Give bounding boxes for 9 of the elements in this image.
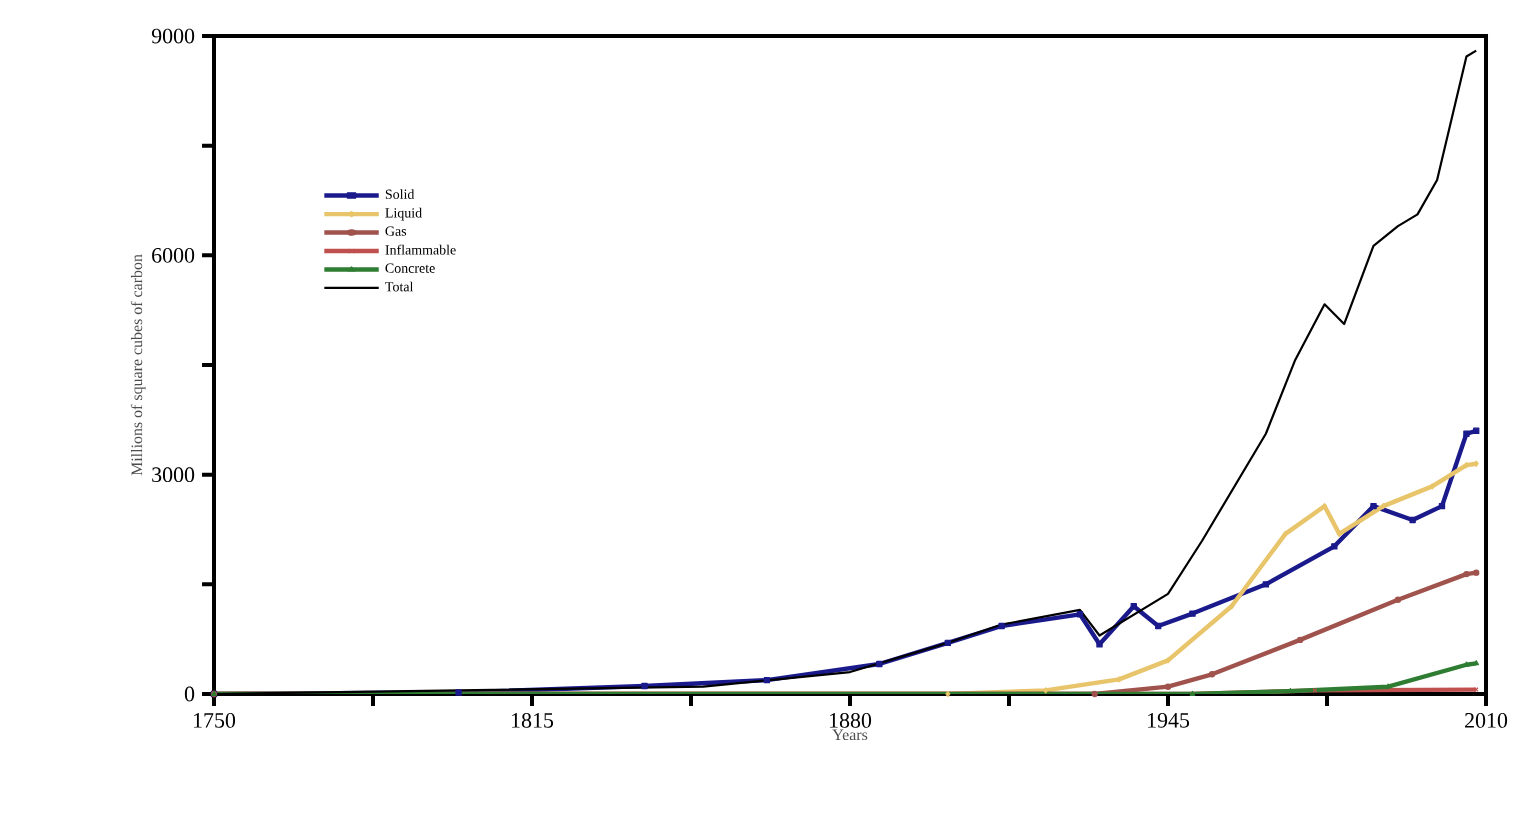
y-tick-label: 6000 xyxy=(152,247,195,263)
x-tick-label: 1750 xyxy=(194,713,236,728)
y-tick-label: 0 xyxy=(184,686,195,702)
y-tick-label: 9000 xyxy=(151,28,195,44)
x-tick-label: 1880 xyxy=(830,713,872,728)
y-tick-label: 3000 xyxy=(152,467,195,483)
x-tick-label: 2010 xyxy=(1465,713,1508,728)
x-tick-label: 1945 xyxy=(1148,713,1190,728)
x-tick-label: 1815 xyxy=(512,713,554,728)
